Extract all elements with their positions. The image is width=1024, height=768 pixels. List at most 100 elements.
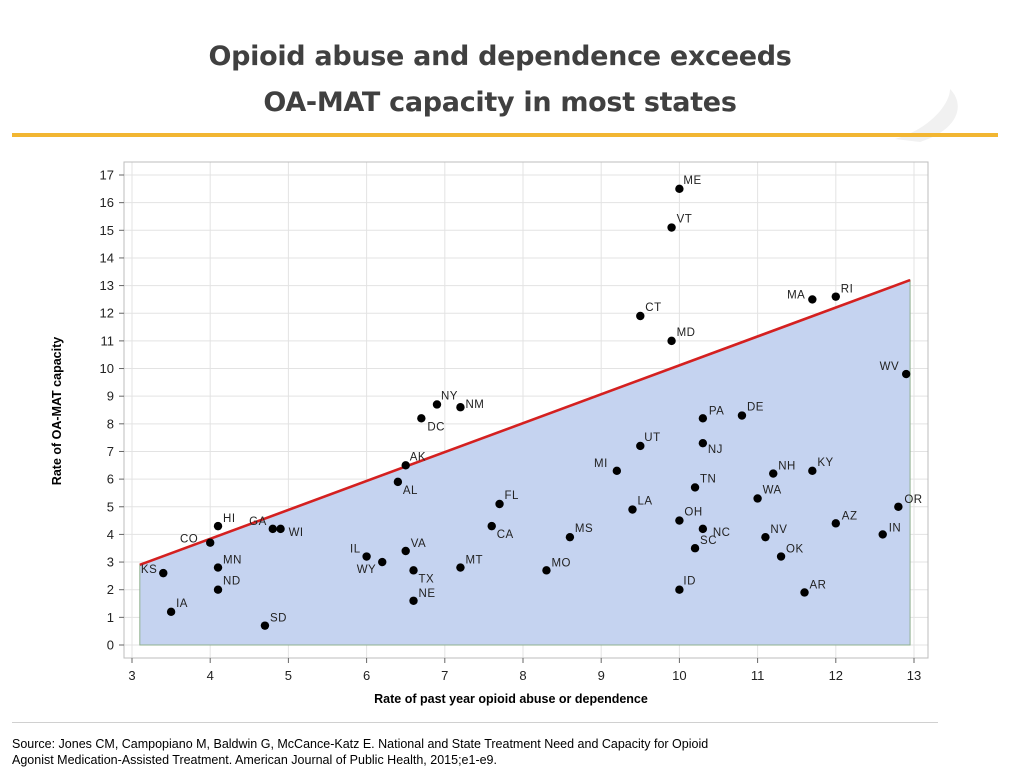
- point-label-wi: WI: [289, 527, 304, 539]
- parity-line: [139, 278, 911, 567]
- point-label-tx: TX: [419, 573, 435, 585]
- y-tick-label-9: 9: [107, 389, 114, 404]
- point-label-il: IL: [350, 544, 361, 556]
- slide-title-line-1: Opioid abuse and dependence exceeds: [208, 41, 792, 72]
- point-ne: [409, 596, 418, 605]
- point-label-la: LA: [637, 496, 652, 508]
- point-labels: ME VT MA RI CT MD WV NY NM DC PA DE UT NJ AK MI NH KY TN AL…: [141, 175, 922, 625]
- point-vt: [667, 223, 676, 232]
- point-tx: [409, 566, 418, 575]
- point-label-hi: HI: [223, 513, 236, 525]
- point-fl: [495, 499, 504, 509]
- point-label-nc: NC: [713, 527, 731, 539]
- point-label-oh: OH: [684, 507, 702, 519]
- point-de: [737, 411, 747, 420]
- point-oh: [675, 516, 684, 525]
- point-ct: [636, 311, 645, 321]
- point-nm: [456, 403, 465, 412]
- point-label-mo: MO: [551, 557, 571, 569]
- x-tick-label-12: 12: [829, 668, 843, 683]
- point-label-wv: WV: [880, 361, 900, 373]
- point-dc: [417, 414, 426, 423]
- x-tick-label-11: 11: [751, 668, 765, 683]
- point-ms: [565, 532, 575, 542]
- source-line-2: Agonist Medication-Assisted Treatment. A…: [12, 753, 497, 767]
- point-md: [667, 336, 676, 346]
- point-label-va: VA: [411, 538, 427, 550]
- point-ca: [487, 521, 496, 531]
- y-tick-label-5: 5: [107, 499, 114, 514]
- y-tick-label-15: 15: [100, 223, 114, 238]
- point-label-ak: AK: [410, 451, 426, 463]
- point-label-ok: OK: [786, 544, 804, 556]
- point-al: [393, 477, 403, 487]
- y-axis-label: Rate of OA-MAT capacity: [50, 337, 64, 485]
- point-ks: [159, 568, 168, 578]
- point-hi: [213, 521, 223, 531]
- y-tick-label-3: 3: [107, 555, 114, 570]
- point-va: [401, 546, 410, 556]
- y-tick-label-12: 12: [100, 306, 114, 321]
- y-tick-label-13: 13: [100, 278, 114, 293]
- y-tick-label-8: 8: [107, 416, 114, 431]
- point-sc: [690, 544, 700, 553]
- point-label-in: IN: [889, 522, 902, 534]
- point-label-sd: SD: [270, 613, 287, 625]
- point-wi: [276, 524, 285, 534]
- y-tick-label-7: 7: [107, 444, 114, 459]
- y-tick-label-6: 6: [107, 472, 114, 487]
- plot-border: [123, 161, 929, 659]
- y-tick-label-10: 10: [100, 361, 114, 376]
- x-axis-label: Rate of past year opioid abuse or depend…: [374, 692, 648, 706]
- point-il: [362, 552, 371, 561]
- point-label-vt: VT: [677, 214, 693, 226]
- point-ut: [636, 441, 645, 451]
- y-tick-label-16: 16: [100, 195, 114, 210]
- point-co: [206, 538, 215, 547]
- point-label-ky: KY: [817, 457, 833, 469]
- point-label-wy: WY: [357, 564, 377, 576]
- y-tick-label-11: 11: [101, 333, 115, 348]
- point-wa: [753, 494, 762, 503]
- point-label-nh: NH: [778, 461, 796, 473]
- point-id: [675, 585, 684, 594]
- source-line-1: Source: Jones CM, Campopiano M, Baldwin …: [12, 737, 709, 751]
- point-label-al: AL: [403, 485, 418, 497]
- point-label-nj: NJ: [708, 444, 723, 456]
- y-tick-label-0: 0: [107, 638, 114, 653]
- point-in: [878, 530, 887, 539]
- slide-title-line-2: OA-MAT capacity in most states: [263, 87, 737, 118]
- point-label-nv: NV: [770, 524, 787, 536]
- point-label-wa: WA: [763, 484, 782, 496]
- source-divider: [12, 722, 938, 723]
- x-tick-label-10: 10: [672, 668, 686, 683]
- point-label-sc: SC: [700, 535, 717, 547]
- y-tick-label-17: 17: [100, 168, 114, 183]
- point-label-ny: NY: [441, 390, 458, 402]
- point-label-ct: CT: [645, 302, 661, 314]
- point-nd: [213, 585, 223, 594]
- point-wy: [378, 557, 387, 567]
- source-citation: Source: Jones CM, Campopiano M, Baldwin …: [12, 736, 992, 768]
- point-label-ia: IA: [176, 598, 188, 610]
- point-nv: [761, 532, 770, 542]
- point-label-ga: GA: [249, 516, 267, 528]
- point-ar: [800, 588, 809, 597]
- x-tick-label-3: 3: [128, 668, 135, 683]
- point-label-ms: MS: [575, 523, 593, 535]
- point-label-mt: MT: [465, 555, 483, 567]
- point-label-ut: UT: [644, 432, 660, 444]
- point-az: [831, 519, 840, 528]
- point-mi: [612, 466, 622, 476]
- point-ak: [401, 461, 410, 470]
- x-tick-label-13: 13: [907, 668, 921, 683]
- reference-line: [139, 278, 911, 567]
- plot-frame: [123, 161, 929, 659]
- point-label-az: AZ: [842, 510, 858, 522]
- point-label-ri: RI: [841, 284, 854, 296]
- point-label-co: CO: [180, 534, 198, 546]
- point-ny: [432, 400, 442, 409]
- point-ri: [831, 292, 840, 301]
- point-label-ma: MA: [787, 289, 805, 301]
